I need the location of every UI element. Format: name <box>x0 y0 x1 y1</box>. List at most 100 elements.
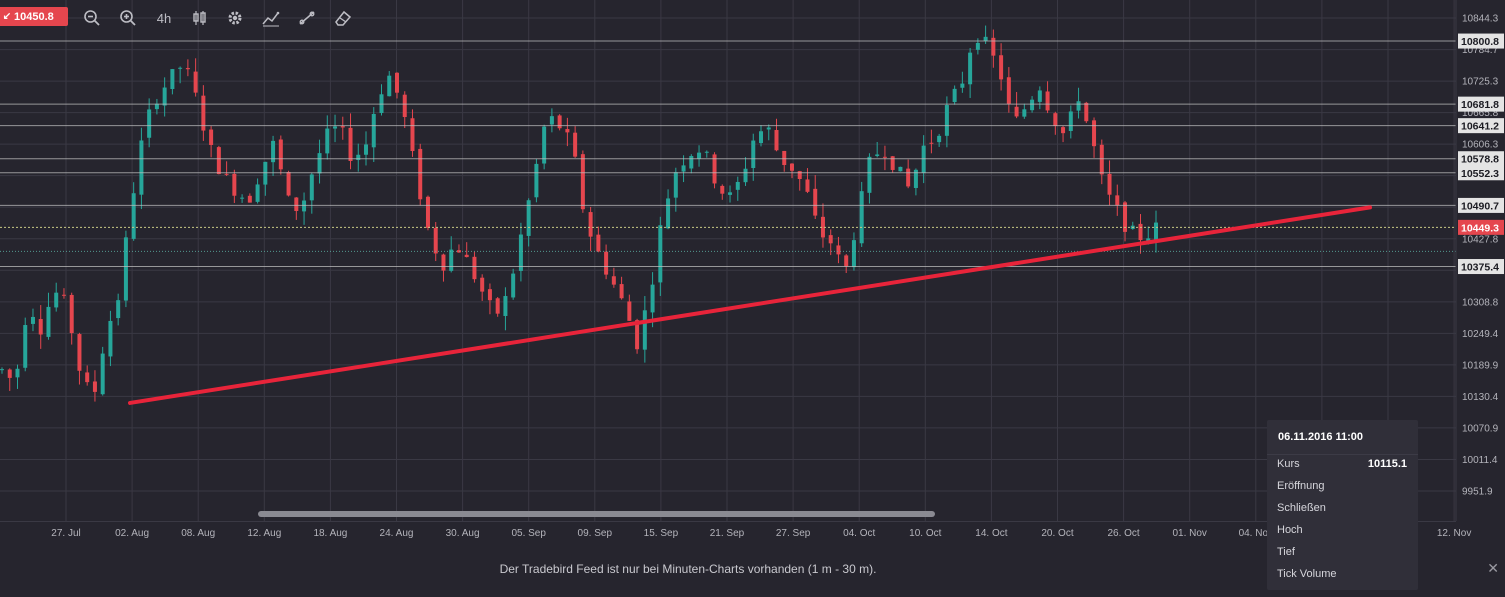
level-price-label: 10681.8 <box>1461 99 1499 111</box>
candle-body <box>611 276 616 285</box>
candle-body <box>859 191 864 244</box>
tooltip-row-close: Schließen <box>1277 502 1407 516</box>
settings-gear-icon <box>228 11 242 25</box>
zoom-in-button[interactable] <box>118 8 138 28</box>
candle-body <box>309 174 314 201</box>
candle-body <box>100 353 105 395</box>
x-tick-label: 12. Nov <box>1437 528 1471 539</box>
candle-body <box>1030 99 1035 111</box>
y-tick-label: 10189.9 <box>1462 360 1499 371</box>
candle-body <box>371 113 376 148</box>
indicators-button[interactable] <box>261 8 281 28</box>
timeframe-button[interactable]: 4h <box>153 8 175 28</box>
candle-body <box>394 72 399 93</box>
candle-body <box>1014 106 1019 117</box>
tooltip-label: Eröffnung <box>1277 480 1325 492</box>
candle-body <box>898 166 903 172</box>
price-direction-icon: ↙ <box>2 11 12 22</box>
candle-body <box>464 254 469 258</box>
candlestick-type-button[interactable] <box>190 8 210 28</box>
zoom-out-button[interactable] <box>82 8 102 28</box>
candle-body <box>232 173 237 196</box>
candle-body <box>7 369 12 378</box>
x-tick-label: 01. Nov <box>1172 528 1206 539</box>
y-tick-label: 10308.8 <box>1462 297 1499 308</box>
candle-body <box>224 173 229 175</box>
y-tick-label: 10725.3 <box>1462 77 1499 88</box>
y-tick-label: 10130.4 <box>1462 392 1499 403</box>
candle-body <box>247 195 252 203</box>
candle-body <box>650 284 655 313</box>
candle-body <box>1123 202 1128 232</box>
x-tick-label: 14. Oct <box>975 528 1007 539</box>
x-tick-label: 27. Sep <box>776 528 811 539</box>
eraser-button[interactable] <box>333 8 353 28</box>
candle-body <box>108 320 113 357</box>
x-axis-divider <box>0 521 1456 522</box>
tooltip-label: Tief <box>1277 546 1295 558</box>
close-notice-icon[interactable]: ✕ <box>1487 560 1499 576</box>
candle-body <box>302 200 307 212</box>
candle-body <box>666 198 671 229</box>
candlestick-series <box>0 25 1158 402</box>
drawing-tools-button[interactable] <box>297 8 317 28</box>
tooltip-value: 10115.1 <box>1367 458 1407 470</box>
feed-notice: Der Tradebird Feed ist nur bei Minuten-C… <box>499 562 877 576</box>
candle-body <box>1006 77 1011 104</box>
candle-body <box>402 94 407 118</box>
candle-body <box>449 249 454 271</box>
candle-body <box>240 197 245 199</box>
x-tick-label: 26. Oct <box>1107 528 1139 539</box>
tooltip-row-low: Tief <box>1277 546 1407 560</box>
candle-body <box>178 67 183 69</box>
candle-body <box>216 147 221 175</box>
tooltip-row-open: Eröffnung <box>1277 480 1407 494</box>
candle-body <box>69 294 74 334</box>
candlestick-type-icon <box>193 11 206 25</box>
x-tick-label: 04. Nov <box>1239 528 1273 539</box>
candle-body <box>1115 195 1120 206</box>
settings-button[interactable] <box>225 8 245 28</box>
candle-body <box>286 172 291 196</box>
candle-body <box>673 172 678 198</box>
candle-body <box>487 289 492 301</box>
candle-body <box>162 87 167 106</box>
candle-body <box>813 188 818 216</box>
candle-body <box>92 381 97 392</box>
y-tick-label: 10784.7 <box>1462 45 1499 56</box>
candle-body <box>805 179 810 192</box>
x-tick-label: 04. Oct <box>843 528 875 539</box>
candle-body <box>588 212 593 237</box>
candle-body <box>518 234 523 271</box>
candle-body <box>797 171 802 179</box>
candle-body <box>542 126 547 164</box>
candle-body <box>456 250 461 253</box>
candle-body <box>54 292 59 308</box>
candle-body <box>867 156 872 193</box>
candle-body <box>1084 102 1089 122</box>
candle-body <box>364 144 369 155</box>
y-tick-label: 10427.8 <box>1462 234 1499 245</box>
y-tick-label: 10070.9 <box>1462 423 1499 434</box>
candle-body <box>720 185 725 194</box>
drawing-tools-icon <box>299 11 315 25</box>
trendline[interactable] <box>128 205 1372 405</box>
candle-body <box>596 234 601 252</box>
y-tick-label: 10249.4 <box>1462 329 1499 340</box>
candle-body <box>495 298 500 314</box>
candle-body <box>751 140 756 168</box>
tooltip-label: Hoch <box>1277 524 1303 536</box>
candle-body <box>882 156 887 158</box>
y-tick-label: 10606.3 <box>1462 140 1499 151</box>
candle-body <box>1022 109 1027 117</box>
candle-body <box>975 42 980 50</box>
candle-body <box>557 115 562 129</box>
tooltip-label: Schließen <box>1277 502 1326 514</box>
eraser-icon <box>335 10 352 26</box>
chart-scrollbar-thumb[interactable] <box>258 511 935 517</box>
candle-body <box>294 197 299 212</box>
candle-body <box>937 135 942 143</box>
candle-body <box>642 310 647 350</box>
chart-toolbar: ↙ 10450.8 4h <box>0 0 1456 36</box>
